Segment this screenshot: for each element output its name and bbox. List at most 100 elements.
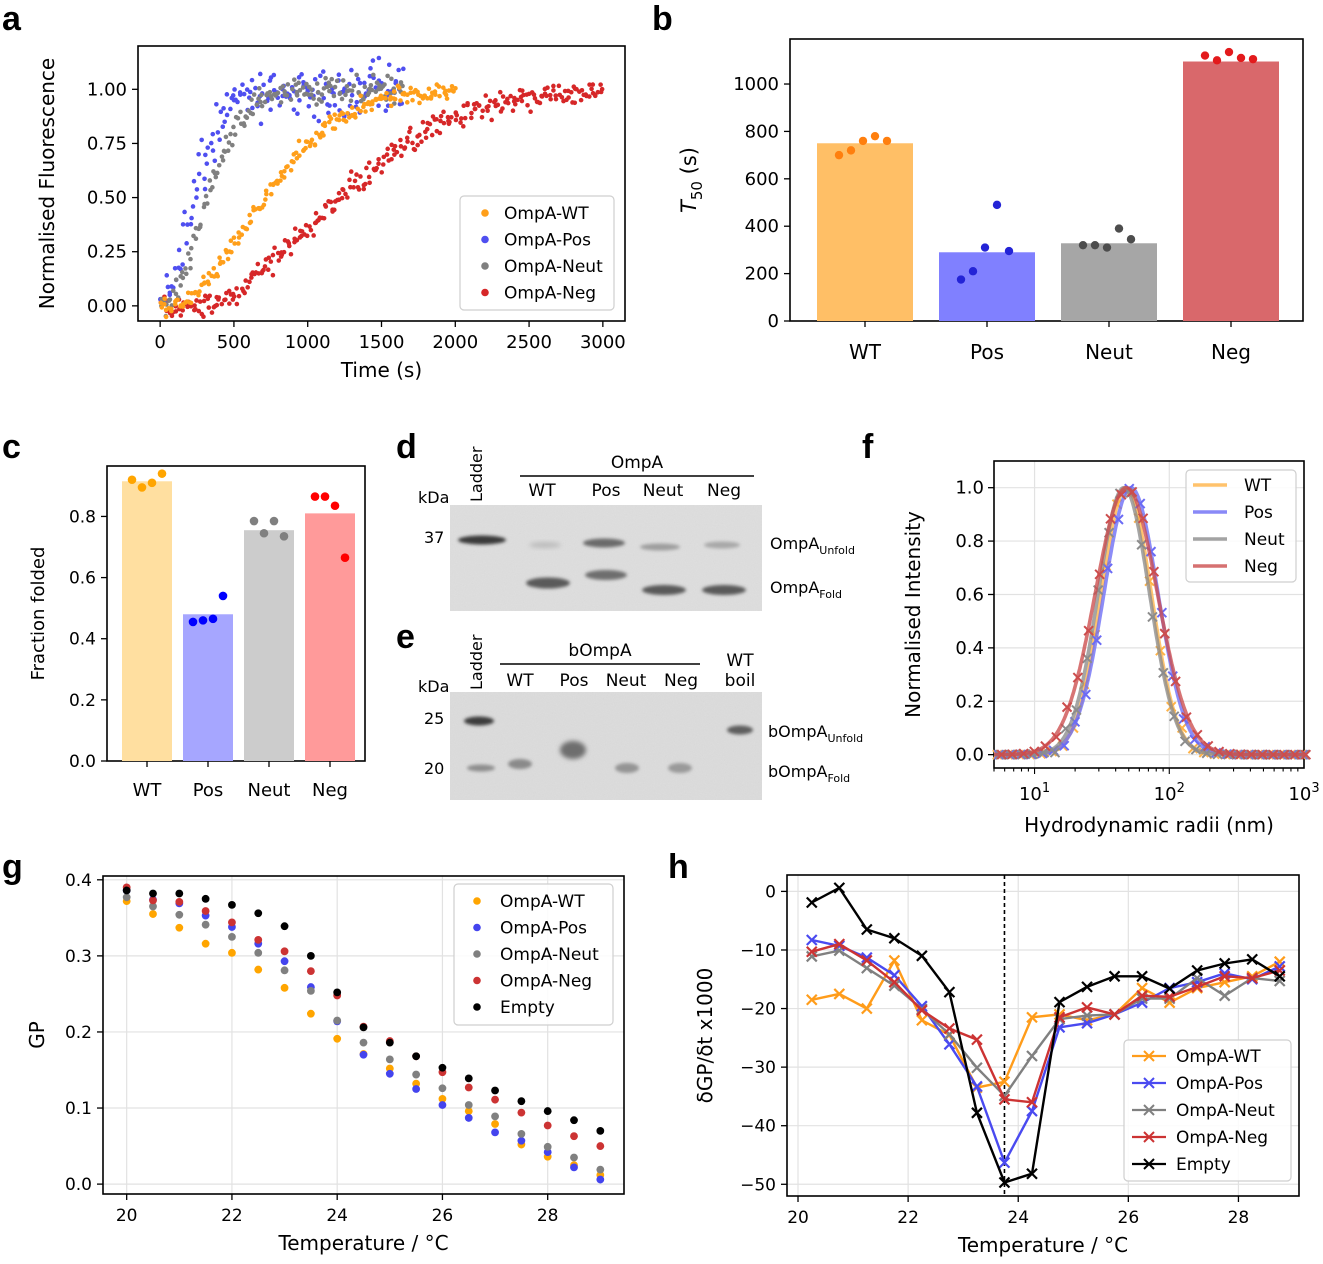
data-point-ompa-wt (196, 292, 201, 298)
data-point-ompa-neg (194, 298, 199, 303)
data-point-ompa-wt (275, 181, 280, 186)
legend-item-ompa-pos-label: OmpA-Pos (504, 231, 591, 251)
data-point-empty (805, 896, 818, 909)
data-point-ompa-neg (336, 190, 342, 196)
data-point-ompa-neut (180, 275, 186, 281)
data-point-ompa-neut (361, 97, 366, 102)
data-point-ompa-neg (380, 162, 386, 167)
data-point-ompa-neut (210, 185, 215, 190)
data-point-ompa-pos (412, 1085, 421, 1093)
data-point-ompa-neut (220, 158, 226, 163)
data-point-ompa-pos (257, 71, 263, 77)
data-point-ompa-neg (551, 88, 556, 93)
y-tick-label: 0.4 (955, 638, 984, 659)
data-point-wt (834, 150, 844, 160)
legend-item-empty-label: Empty (1176, 1155, 1231, 1175)
data-point-neut (1126, 235, 1136, 244)
data-point-pos (980, 243, 990, 252)
data-point-ompa-wt (303, 145, 308, 151)
data-point-ompa-neg (321, 215, 327, 221)
x-tick-label: 103 (1288, 781, 1319, 805)
gel-e-band (508, 759, 532, 769)
data-point-ompa-neut (323, 75, 328, 81)
data-point-ompa-neut (327, 88, 332, 94)
y-tick-label: 0.8 (955, 531, 984, 552)
data-point-ompa-neg (281, 249, 287, 255)
data-point-ompa-pos (916, 1000, 928, 1012)
data-point-ompa-wt (333, 1034, 342, 1043)
legend-frame (1123, 1039, 1292, 1182)
data-point-ompa-wt (201, 939, 210, 948)
data-point-ompa-neg (228, 918, 236, 927)
data-point-ompa-neg (389, 156, 394, 162)
data-point-ompa-neg (180, 308, 185, 313)
data-point-ompa-neut (306, 986, 315, 995)
data-point-ompa-pos (297, 98, 302, 103)
data-point-ompa-neut (259, 92, 264, 98)
x-tick-label: 2000 (432, 332, 478, 353)
gel-e-ladder-band (464, 716, 494, 726)
data-point-ompa-neg (201, 298, 207, 304)
data-point-ompa-neut (438, 1084, 447, 1093)
data-point-ompa-wt (306, 1009, 315, 1018)
data-point-ompa-pos (376, 55, 382, 61)
data-point-ompa-neg (596, 1142, 605, 1150)
y-axis-label: T50 (s) (677, 147, 706, 213)
data-point-ompa-neg (343, 191, 348, 197)
data-point-ompa-neut (385, 1055, 394, 1064)
y-tick-label: 0.0 (65, 1175, 92, 1195)
data-point-wt (157, 469, 167, 478)
y-tick-label: 600 (745, 169, 779, 190)
data-point-ompa-neg (493, 98, 498, 103)
data-point-ompa-neut (216, 162, 222, 168)
data-point-ompa-wt (833, 988, 846, 1000)
data-point-ompa-neut (193, 236, 199, 242)
data-point-ompa-pos (312, 76, 318, 82)
data-point-ompa-pos (204, 161, 210, 166)
data-point-ompa-neg (423, 135, 429, 141)
data-point-empty (916, 950, 928, 962)
data-point-ompa-neut (254, 102, 260, 108)
data-point-ompa-neut (173, 291, 179, 297)
data-point-ompa-neut (354, 72, 359, 78)
data-point-ompa-pos (182, 209, 187, 215)
data-point-neut (1179, 736, 1191, 747)
data-point-ompa-wt (396, 85, 402, 90)
data-point-ompa-neut (231, 124, 236, 130)
gel-d-band (640, 543, 680, 551)
data-point-pos (188, 617, 198, 627)
data-point-ompa-neg (971, 1033, 983, 1046)
axes-frame (789, 38, 1304, 322)
gel-d-band (526, 577, 570, 589)
legend: WT Pos Neut Neg (1185, 469, 1297, 583)
data-point-ompa-neg (355, 184, 361, 190)
data-point-ompa-wt (285, 164, 290, 169)
data-point-empty (254, 909, 263, 918)
data-point-ompa-wt (392, 96, 398, 102)
data-point-ompa-neut (329, 76, 335, 82)
data-point-ompa-pos (570, 1163, 578, 1172)
gel-d-unfold-label: OmpAUnfold (770, 534, 855, 557)
x-tick-label: 26 (432, 1206, 454, 1226)
data-point-ompa-neut (366, 90, 372, 96)
data-point-ompa-neg (446, 121, 452, 127)
legend-item-ompa-pos-label: OmpA-Pos (500, 919, 587, 939)
data-point-ompa-pos (367, 73, 373, 79)
y-tick-label: 0 (768, 311, 779, 332)
data-point-empty (1273, 970, 1286, 983)
data-point-ompa-pos (210, 131, 216, 137)
data-point-neg (1224, 748, 1236, 759)
panel-label-f: f (862, 428, 874, 466)
y-tick-label: 0.75 (87, 133, 127, 154)
legend-item-ompa-neg-label: OmpA-Neg (504, 284, 596, 304)
data-point-neut (1190, 744, 1202, 755)
data-point-ompa-neg (438, 118, 443, 124)
data-point-ompa-neut (309, 92, 314, 97)
data-point-ompa-wt (282, 168, 287, 174)
data-point-ompa-neut (296, 80, 301, 86)
data-point-ompa-wt (278, 178, 283, 183)
y-tick-label: 0.8 (69, 507, 96, 527)
data-point-neut (1168, 711, 1180, 722)
data-point-ompa-neg (311, 233, 316, 238)
data-point-ompa-neut (319, 92, 325, 97)
